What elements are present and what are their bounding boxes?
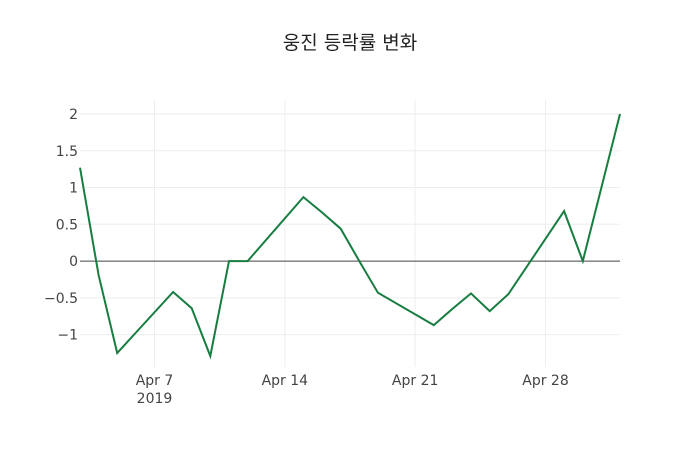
y-tick-label: 1 bbox=[69, 181, 78, 197]
x-axis-tick-labels: Apr 7 2019 Apr 14 Apr 21 Apr 28 bbox=[136, 373, 569, 407]
gridlines bbox=[80, 100, 620, 367]
x-tick-label: Apr 7 bbox=[136, 373, 174, 389]
y-tick-label: −1 bbox=[57, 328, 78, 344]
chart-title: 웅진 등락률 변화 bbox=[282, 32, 418, 54]
x-tick-label: Apr 21 bbox=[392, 373, 438, 389]
y-tick-label: 2 bbox=[69, 107, 78, 123]
y-tick-label: 0.5 bbox=[56, 217, 78, 233]
series-line-등락률 bbox=[79, 113, 621, 360]
y-tick-label: −0.5 bbox=[44, 291, 78, 307]
x-tick-label: Apr 28 bbox=[522, 373, 568, 389]
y-tick-label: 1.5 bbox=[56, 144, 78, 160]
x-tick-year-label: 2019 bbox=[137, 391, 173, 407]
x-tick-label: Apr 14 bbox=[262, 373, 309, 389]
y-axis-tick-labels: 2 1.5 1 0.5 0 −0.5 −1 bbox=[44, 107, 78, 344]
y-tick-label: 0 bbox=[69, 254, 78, 270]
